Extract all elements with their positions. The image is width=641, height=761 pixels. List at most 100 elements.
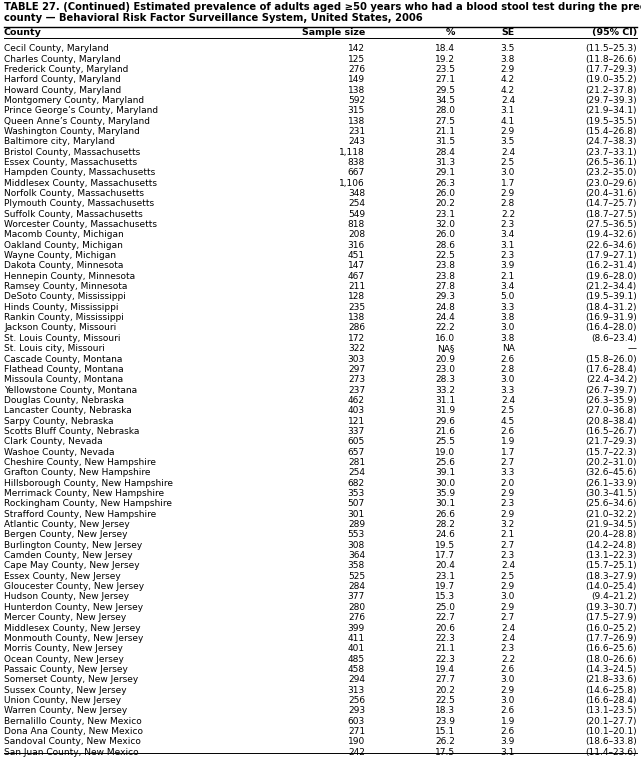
Text: 2.9: 2.9 bbox=[501, 510, 515, 519]
Text: 21.1: 21.1 bbox=[435, 127, 455, 136]
Text: (24.7–38.3): (24.7–38.3) bbox=[585, 137, 637, 146]
Text: 35.9: 35.9 bbox=[435, 489, 455, 498]
Text: (26.1–33.9): (26.1–33.9) bbox=[585, 479, 637, 488]
Text: 3.3: 3.3 bbox=[501, 468, 515, 477]
Text: Cape May County, New Jersey: Cape May County, New Jersey bbox=[4, 562, 140, 571]
Text: 3.0: 3.0 bbox=[501, 675, 515, 684]
Text: 25.5: 25.5 bbox=[435, 438, 455, 446]
Text: 2.6: 2.6 bbox=[501, 355, 515, 364]
Text: 592: 592 bbox=[348, 96, 365, 105]
Text: (13.1–22.3): (13.1–22.3) bbox=[585, 551, 637, 560]
Text: Macomb County, Michigan: Macomb County, Michigan bbox=[4, 231, 124, 240]
Text: (29.7–39.3): (29.7–39.3) bbox=[585, 96, 637, 105]
Text: 284: 284 bbox=[348, 582, 365, 591]
Text: 237: 237 bbox=[348, 386, 365, 394]
Text: (14.3–24.5): (14.3–24.5) bbox=[586, 665, 637, 674]
Text: Sussex County, New Jersey: Sussex County, New Jersey bbox=[4, 686, 127, 695]
Text: 27.1: 27.1 bbox=[435, 75, 455, 84]
Text: Hunterdon County, New Jersey: Hunterdon County, New Jersey bbox=[4, 603, 143, 612]
Text: Union County, New Jersey: Union County, New Jersey bbox=[4, 696, 121, 705]
Text: 1,106: 1,106 bbox=[339, 179, 365, 188]
Text: Camden County, New Jersey: Camden County, New Jersey bbox=[4, 551, 133, 560]
Text: 26.6: 26.6 bbox=[435, 510, 455, 519]
Text: (10.1–20.1): (10.1–20.1) bbox=[585, 727, 637, 736]
Text: 2.3: 2.3 bbox=[501, 645, 515, 653]
Text: 313: 313 bbox=[348, 686, 365, 695]
Text: 23.1: 23.1 bbox=[435, 572, 455, 581]
Text: 294: 294 bbox=[348, 675, 365, 684]
Text: 16.0: 16.0 bbox=[435, 334, 455, 343]
Text: 28.0: 28.0 bbox=[435, 107, 455, 115]
Text: Gloucester County, New Jersey: Gloucester County, New Jersey bbox=[4, 582, 144, 591]
Text: Frederick County, Maryland: Frederick County, Maryland bbox=[4, 65, 128, 74]
Text: (95% CI): (95% CI) bbox=[592, 28, 637, 37]
Text: Monmouth County, New Jersey: Monmouth County, New Jersey bbox=[4, 634, 144, 643]
Text: 29.1: 29.1 bbox=[435, 168, 455, 177]
Text: 4.5: 4.5 bbox=[501, 416, 515, 425]
Text: 667: 667 bbox=[348, 168, 365, 177]
Text: 2.4: 2.4 bbox=[501, 623, 515, 632]
Text: 2.9: 2.9 bbox=[501, 489, 515, 498]
Text: 28.6: 28.6 bbox=[435, 240, 455, 250]
Text: Hampden County, Massachusetts: Hampden County, Massachusetts bbox=[4, 168, 155, 177]
Text: 4.2: 4.2 bbox=[501, 75, 515, 84]
Text: (16.2–31.4): (16.2–31.4) bbox=[585, 262, 637, 270]
Text: (20.1–27.7): (20.1–27.7) bbox=[585, 717, 637, 726]
Text: 208: 208 bbox=[348, 231, 365, 240]
Text: Hennepin County, Minnesota: Hennepin County, Minnesota bbox=[4, 272, 135, 281]
Text: 2.9: 2.9 bbox=[501, 189, 515, 198]
Text: (18.7–27.5): (18.7–27.5) bbox=[585, 210, 637, 218]
Text: St. Louis city, Missouri: St. Louis city, Missouri bbox=[4, 344, 105, 353]
Text: (30.3–41.5): (30.3–41.5) bbox=[585, 489, 637, 498]
Text: 24.4: 24.4 bbox=[435, 313, 455, 322]
Text: 303: 303 bbox=[348, 355, 365, 364]
Text: 4.2: 4.2 bbox=[501, 85, 515, 94]
Text: Grafton County, New Hampshire: Grafton County, New Hampshire bbox=[4, 468, 151, 477]
Text: Montgomery County, Maryland: Montgomery County, Maryland bbox=[4, 96, 144, 105]
Text: 26.0: 26.0 bbox=[435, 231, 455, 240]
Text: (22.4–34.2): (22.4–34.2) bbox=[586, 375, 637, 384]
Text: Mercer County, New Jersey: Mercer County, New Jersey bbox=[4, 613, 126, 622]
Text: 29.3: 29.3 bbox=[435, 292, 455, 301]
Text: 682: 682 bbox=[348, 479, 365, 488]
Text: Hudson County, New Jersey: Hudson County, New Jersey bbox=[4, 593, 129, 601]
Text: 3.4: 3.4 bbox=[501, 282, 515, 291]
Text: 2.3: 2.3 bbox=[501, 499, 515, 508]
Text: (20.4–31.6): (20.4–31.6) bbox=[585, 189, 637, 198]
Text: (21.9–34.5): (21.9–34.5) bbox=[585, 520, 637, 529]
Text: 2.4: 2.4 bbox=[501, 148, 515, 157]
Text: 2.7: 2.7 bbox=[501, 541, 515, 549]
Text: 2.2: 2.2 bbox=[501, 654, 515, 664]
Text: 2.3: 2.3 bbox=[501, 220, 515, 229]
Text: 603: 603 bbox=[348, 717, 365, 726]
Text: 242: 242 bbox=[348, 747, 365, 756]
Text: 525: 525 bbox=[348, 572, 365, 581]
Text: (32.6–45.6): (32.6–45.6) bbox=[585, 468, 637, 477]
Text: Queen Anne’s County, Maryland: Queen Anne’s County, Maryland bbox=[4, 116, 150, 126]
Text: St. Louis County, Missouri: St. Louis County, Missouri bbox=[4, 334, 121, 343]
Text: 2.3: 2.3 bbox=[501, 251, 515, 260]
Text: 2.5: 2.5 bbox=[501, 406, 515, 416]
Text: 22.2: 22.2 bbox=[435, 323, 455, 333]
Text: 2.6: 2.6 bbox=[501, 706, 515, 715]
Text: 3.0: 3.0 bbox=[501, 168, 515, 177]
Text: (26.3–35.9): (26.3–35.9) bbox=[585, 396, 637, 405]
Text: Missoula County, Montana: Missoula County, Montana bbox=[4, 375, 123, 384]
Text: 280: 280 bbox=[348, 603, 365, 612]
Text: 138: 138 bbox=[348, 313, 365, 322]
Text: (11.5–25.3): (11.5–25.3) bbox=[585, 44, 637, 53]
Text: Hillsborough County, New Hampshire: Hillsborough County, New Hampshire bbox=[4, 479, 173, 488]
Text: (15.8–26.0): (15.8–26.0) bbox=[585, 355, 637, 364]
Text: 399: 399 bbox=[348, 623, 365, 632]
Text: 353: 353 bbox=[348, 489, 365, 498]
Text: 25.6: 25.6 bbox=[435, 458, 455, 467]
Text: 1.7: 1.7 bbox=[501, 179, 515, 188]
Text: NA§: NA§ bbox=[438, 344, 455, 353]
Text: 22.7: 22.7 bbox=[435, 613, 455, 622]
Text: 2.9: 2.9 bbox=[501, 686, 515, 695]
Text: 34.5: 34.5 bbox=[435, 96, 455, 105]
Text: 142: 142 bbox=[348, 44, 365, 53]
Text: 28.4: 28.4 bbox=[435, 148, 455, 157]
Text: 308: 308 bbox=[348, 541, 365, 549]
Text: 2.1: 2.1 bbox=[501, 272, 515, 281]
